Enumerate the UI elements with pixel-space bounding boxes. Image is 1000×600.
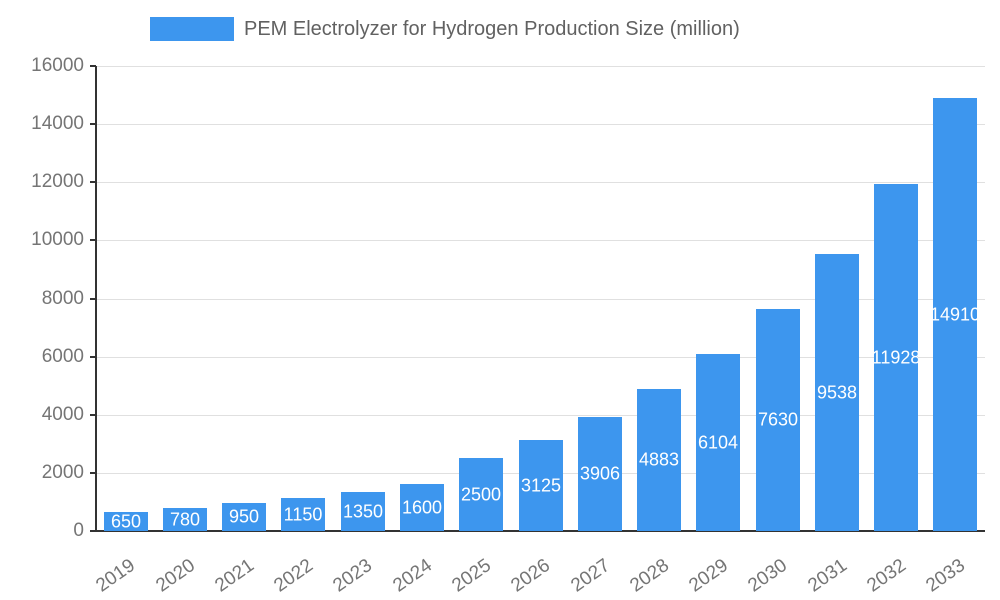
bar-value-label: 650 <box>110 512 142 531</box>
bar-value-label: 11928 <box>874 347 918 367</box>
y-axis-label: 8000 <box>41 287 84 309</box>
chart-title: PEM Electrolyzer for Hydrogen Production… <box>244 17 740 40</box>
bar: 1150 <box>281 498 325 531</box>
x-axis-label: 2026 <box>507 554 555 597</box>
x-axis-label: 2024 <box>389 554 436 597</box>
y-axis-tick <box>90 181 96 184</box>
x-axis-label: 2033 <box>922 554 970 597</box>
bar: 950 <box>222 503 266 531</box>
bar-value-label: 9538 <box>816 382 858 402</box>
bar-value-label: 3125 <box>520 475 562 495</box>
bar: 1350 <box>341 492 385 531</box>
x-axis-label: 2020 <box>151 554 199 597</box>
bar: 7630 <box>756 309 800 531</box>
x-axis-label: 2021 <box>211 554 258 597</box>
x-axis-label: 2019 <box>92 554 140 597</box>
y-axis-tick <box>90 123 96 126</box>
x-axis-label: 2022 <box>270 554 318 597</box>
y-axis-label: 12000 <box>31 171 84 193</box>
y-axis-tick <box>90 239 96 242</box>
x-axis-label: 2030 <box>744 554 792 597</box>
bar-value-label: 14910 <box>933 304 977 324</box>
x-axis-label: 2028 <box>626 554 673 597</box>
bar-value-label: 1150 <box>283 504 323 524</box>
bar: 780 <box>163 508 207 531</box>
bar: 1600 <box>400 484 444 531</box>
x-axis-label: 2023 <box>329 554 377 597</box>
y-axis-tick <box>90 65 96 67</box>
y-axis-tick <box>90 530 96 532</box>
gridline <box>96 298 985 300</box>
gridline <box>96 66 985 67</box>
y-axis-label: 10000 <box>31 229 84 251</box>
gridline <box>96 414 985 416</box>
chart-legend: PEM Electrolyzer for Hydrogen Production… <box>150 16 740 42</box>
y-axis-tick <box>90 355 96 358</box>
x-axis-label: 2027 <box>566 554 614 597</box>
bar-value-label: 7630 <box>757 409 799 430</box>
bar: 3125 <box>519 440 563 531</box>
bar-value-label: 950 <box>228 506 260 527</box>
y-axis-tick <box>90 471 96 474</box>
bar: 11928 <box>874 184 918 531</box>
bar: 650 <box>104 512 148 531</box>
bar: 14910 <box>933 98 977 531</box>
bar-value-label: 4883 <box>638 449 680 470</box>
bar-value-label: 6104 <box>697 432 739 452</box>
gridline <box>96 240 985 242</box>
x-axis-label: 2031 <box>803 554 851 597</box>
gridline <box>96 182 985 184</box>
gridline <box>96 356 985 358</box>
bar-value-label: 780 <box>169 509 201 529</box>
bar: 9538 <box>815 254 859 531</box>
bar-value-label: 1600 <box>401 497 443 517</box>
x-axis-label: 2032 <box>863 554 910 597</box>
y-axis-label: 16000 <box>31 55 84 76</box>
x-axis-label: 2025 <box>448 554 495 597</box>
x-axis-label: 2029 <box>685 554 733 597</box>
gridline <box>96 124 985 126</box>
y-axis-tick <box>90 413 96 416</box>
bar: 2500 <box>459 458 503 531</box>
bar-value-label: 3906 <box>579 463 621 484</box>
y-axis-label: 14000 <box>31 113 84 135</box>
y-axis-tick <box>90 297 96 300</box>
y-axis-label: 4000 <box>41 403 84 425</box>
bar: 4883 <box>637 389 681 531</box>
y-axis-label: 0 <box>73 520 84 541</box>
y-axis-label: 6000 <box>41 345 84 367</box>
bar-value-label: 1350 <box>342 501 384 521</box>
x-axis-line <box>95 530 985 532</box>
y-axis-line <box>95 66 97 531</box>
y-axis-label: 2000 <box>41 461 84 483</box>
legend-swatch <box>150 17 234 41</box>
bar: 3906 <box>578 417 622 531</box>
bar-value-label: 2500 <box>460 484 502 504</box>
bar: 6104 <box>696 354 740 531</box>
